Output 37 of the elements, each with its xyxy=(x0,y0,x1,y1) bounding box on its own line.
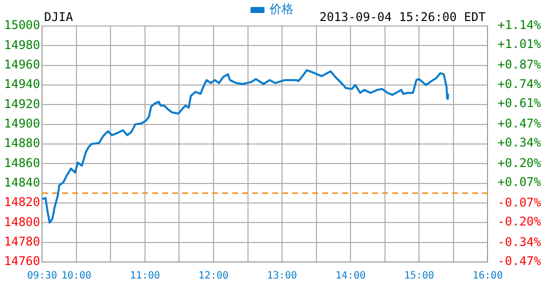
y-tick-label: 14880 xyxy=(4,136,40,150)
y-tick-label: 14980 xyxy=(4,38,40,52)
y-tick-label: 14760 xyxy=(4,254,40,268)
y2-tick-label: -0.20% xyxy=(498,214,542,229)
y2-tick-label: -0.07% xyxy=(498,195,542,210)
x-tick-label: 15:00 xyxy=(404,270,434,282)
y-tick-label: 14900 xyxy=(4,116,40,130)
y2-tick-label: +0.74% xyxy=(498,76,542,91)
y2-tick-label: +0.47% xyxy=(498,116,542,130)
y2-tick-label: -0.47% xyxy=(498,254,542,268)
x-tick-label: 09:30 xyxy=(27,270,58,282)
y2-tick-label: +0.87% xyxy=(498,58,542,72)
y2-tick-label: +1.01% xyxy=(498,37,542,52)
y2-tick-label: +0.61% xyxy=(498,96,542,110)
y-tick-label: 14840 xyxy=(4,175,40,190)
chart-title: DJIA xyxy=(44,10,74,24)
y-tick-label: 14780 xyxy=(4,234,40,248)
y-tick-label: 14940 xyxy=(4,77,40,92)
legend-label: 价格 xyxy=(268,2,294,16)
y2-tick-label: +0.34% xyxy=(498,135,542,150)
y2-tick-label: +0.07% xyxy=(498,174,542,189)
x-tick-label: 12:00 xyxy=(198,270,229,282)
chart-subtitle: 2013-09-04 15:26:00 EDT xyxy=(319,10,486,24)
y2-tick-label: +0.20% xyxy=(498,156,542,170)
x-tick-label: 13:00 xyxy=(266,270,298,282)
x-tick-label: 11:00 xyxy=(130,270,160,282)
y-tick-label: 14820 xyxy=(4,195,40,210)
x-tick-label: 14:00 xyxy=(336,270,366,282)
x-tick-label: 16:00 xyxy=(472,270,503,282)
x-tick-label: 10:00 xyxy=(61,270,92,282)
y2-tick-label: -0.34% xyxy=(498,235,542,250)
y-tick-label: 14960 xyxy=(4,57,40,72)
y-tick-label: 14920 xyxy=(4,96,40,111)
y2-tick-label: +1.14% xyxy=(498,18,542,32)
y-tick-label: 14800 xyxy=(4,214,40,229)
y-tick-label: 14860 xyxy=(4,156,40,170)
y-tick-label: 15000 xyxy=(4,18,40,32)
